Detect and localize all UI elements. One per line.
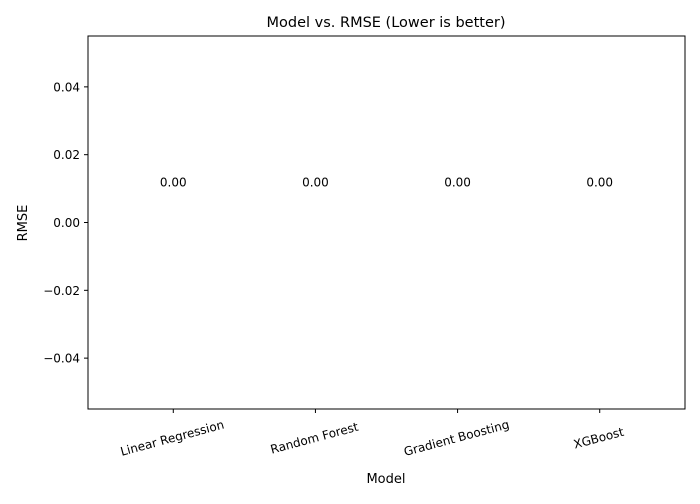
y-axis: −0.04 −0.02 0.00 0.02 0.04 xyxy=(43,80,88,366)
data-labels: 0.00 0.00 0.00 0.00 xyxy=(160,176,613,190)
plot-area xyxy=(87,35,686,410)
y-tick-label-3: 0.02 xyxy=(53,148,80,162)
y-tick-label-2: 0.00 xyxy=(53,216,80,230)
y-tick-label-1: −0.02 xyxy=(43,284,80,298)
y-tick-label-0: −0.04 xyxy=(43,352,80,366)
plot-frame xyxy=(87,35,686,410)
data-label-0: 0.00 xyxy=(160,176,187,190)
x-tick-label-3: XGBoost xyxy=(572,425,626,452)
x-tick-label-1: Random Forest xyxy=(269,420,360,457)
x-axis: Linear Regression Random Forest Gradient B… xyxy=(119,409,626,459)
y-tick-label-4: 0.04 xyxy=(53,80,80,94)
data-label-3: 0.00 xyxy=(586,176,613,190)
y-axis-label: RMSE xyxy=(16,205,31,242)
x-axis-label: Model xyxy=(366,472,405,487)
chart-title: Model vs. RMSE (Lower is better) xyxy=(267,15,506,31)
data-label-1: 0.00 xyxy=(302,176,329,190)
x-tick-label-0: Linear Regression xyxy=(119,418,226,459)
x-tick-label-2: Gradient Boosting xyxy=(402,417,510,459)
data-label-2: 0.00 xyxy=(444,176,471,190)
